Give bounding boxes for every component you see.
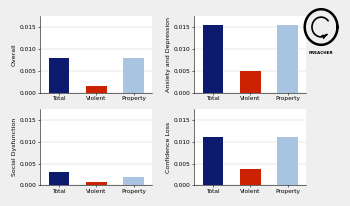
Bar bbox=[86, 86, 106, 93]
Bar bbox=[240, 71, 260, 93]
Bar bbox=[203, 137, 223, 185]
Bar bbox=[240, 169, 260, 185]
Bar bbox=[49, 58, 69, 93]
Y-axis label: Overall: Overall bbox=[12, 43, 17, 66]
Text: PREACHER: PREACHER bbox=[309, 51, 334, 55]
Bar bbox=[123, 58, 144, 93]
Bar bbox=[86, 182, 106, 185]
Y-axis label: Confidence Loss: Confidence Loss bbox=[166, 122, 171, 173]
Bar bbox=[203, 25, 223, 93]
Bar bbox=[277, 137, 298, 185]
Bar bbox=[123, 177, 144, 185]
Bar bbox=[277, 25, 298, 93]
Y-axis label: Social Dysfunction: Social Dysfunction bbox=[12, 118, 17, 176]
Bar bbox=[49, 172, 69, 185]
Y-axis label: Anxiety and Depression: Anxiety and Depression bbox=[166, 17, 171, 92]
